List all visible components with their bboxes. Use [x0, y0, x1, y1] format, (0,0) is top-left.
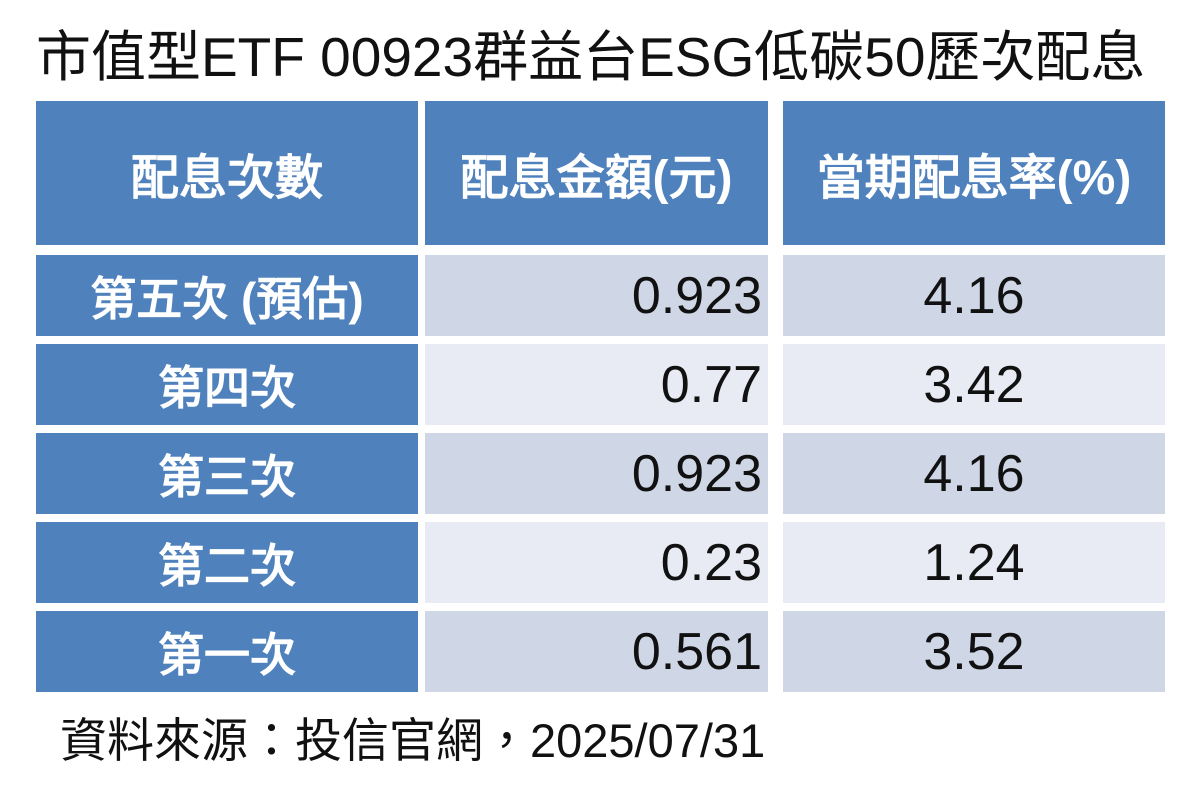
amount-cell: 0.923 — [425, 255, 768, 336]
amount-cell: 0.77 — [425, 344, 768, 425]
row-label-cell: 第一次 — [36, 611, 418, 692]
header-cell-amount: 配息金額(元) — [425, 101, 768, 245]
page-title: 市值型ETF 00923群益台ESG低碳50歷次配息 — [36, 26, 1146, 88]
row-label-cell: 第三次 — [36, 433, 418, 514]
amount-cell: 0.923 — [425, 433, 768, 514]
table-row: 第一次 0.561 3.52 — [36, 611, 1165, 692]
table-row: 第五次 (預估) 0.923 4.16 — [36, 255, 1165, 336]
rate-cell: 1.24 — [783, 522, 1165, 603]
table-header-row: 配息次數 配息金額(元) 當期配息率(%) — [36, 101, 1165, 245]
amount-cell: 0.23 — [425, 522, 768, 603]
rate-cell: 4.16 — [783, 433, 1165, 514]
rate-cell: 3.42 — [783, 344, 1165, 425]
table-row: 第二次 0.23 1.24 — [36, 522, 1165, 603]
amount-cell: 0.561 — [425, 611, 768, 692]
data-source-note: 資料來源：投信官網，2025/07/31 — [60, 714, 766, 767]
rate-cell: 4.16 — [783, 255, 1165, 336]
dividend-history-table: 配息次數 配息金額(元) 當期配息率(%) 第五次 (預估) 0.923 4.1… — [36, 101, 1165, 692]
table-row: 第四次 0.77 3.42 — [36, 344, 1165, 425]
header-cell-rate: 當期配息率(%) — [783, 101, 1165, 245]
row-label-cell: 第四次 — [36, 344, 418, 425]
table-row: 第三次 0.923 4.16 — [36, 433, 1165, 514]
row-label-cell: 第五次 (預估) — [36, 255, 418, 336]
row-label-cell: 第二次 — [36, 522, 418, 603]
rate-cell: 3.52 — [783, 611, 1165, 692]
header-cell-period: 配息次數 — [36, 101, 418, 245]
